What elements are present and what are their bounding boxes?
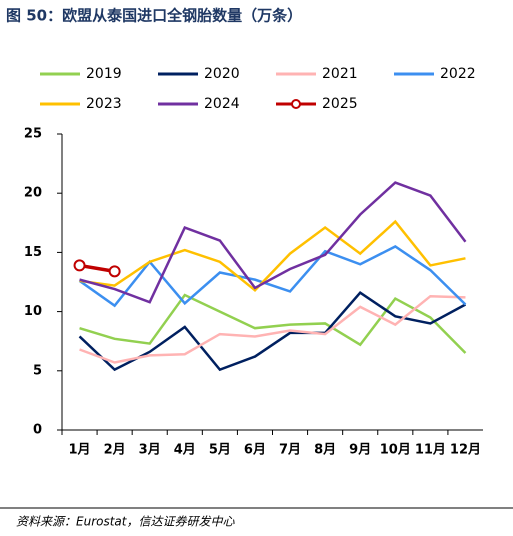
x-tick-label: 6月 (244, 443, 266, 458)
point (73, 259, 86, 272)
x-tick-label: 1月 (69, 443, 91, 458)
series-line (79, 293, 467, 354)
y-tick-label: 25 (24, 127, 42, 142)
source: 资料来源：Eurostat，信达证券研发中心 (16, 515, 235, 529)
legend-label: 2025 (322, 96, 358, 112)
chart-title: 图 50：欧盟从泰国进口全钢胎数量（万条） (6, 7, 302, 25)
x-tick-label: 8月 (314, 443, 336, 458)
x-tick-label: 4月 (174, 443, 196, 458)
legend-label: 2023 (86, 96, 122, 112)
y-tick-label: 0 (33, 423, 42, 438)
series-line (79, 294, 466, 364)
legend-label: 2020 (204, 66, 240, 82)
legend-label: 2024 (204, 96, 240, 112)
x-tick-label: 7月 (279, 443, 301, 458)
series-line (78, 245, 467, 308)
series-line (79, 219, 466, 292)
legend-marker (291, 99, 301, 109)
legend-label: 2019 (86, 66, 122, 82)
legend-label: 2022 (440, 66, 476, 82)
point (108, 265, 121, 278)
x-tick-label: 10月 (380, 443, 411, 458)
x-tick-label: 9月 (349, 443, 371, 458)
x-tick-label: 2月 (104, 443, 126, 458)
series-line (79, 181, 467, 304)
x-tick-label: 11月 (415, 443, 446, 458)
x-tick-label: 3月 (139, 443, 161, 458)
y-tick-label: 5 (33, 363, 42, 378)
x-tick-label: 12月 (450, 443, 481, 458)
series-line (78, 291, 467, 372)
legend-label: 2021 (322, 66, 358, 82)
y-tick-label: 15 (24, 245, 42, 260)
y-tick-label: 10 (24, 304, 42, 319)
y-tick-label: 20 (24, 186, 42, 201)
x-tick-label: 5月 (209, 443, 231, 458)
